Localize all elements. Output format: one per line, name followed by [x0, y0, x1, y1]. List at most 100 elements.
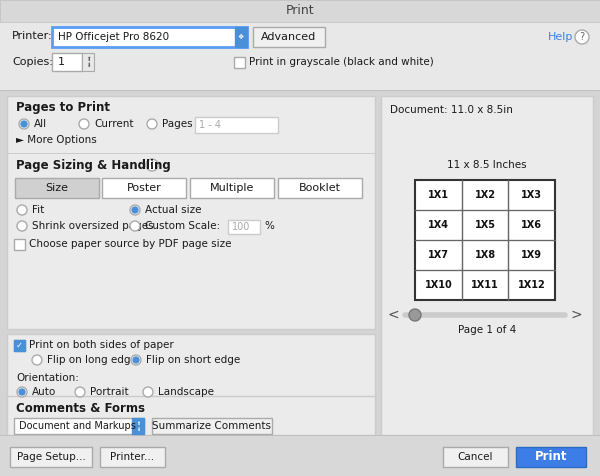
- Bar: [7, 396, 375, 435]
- Bar: [228, 220, 260, 234]
- Text: Print in grayscale (black and white): Print in grayscale (black and white): [249, 57, 434, 67]
- Text: Printer...: Printer...: [110, 452, 155, 462]
- Text: Print: Print: [535, 450, 567, 464]
- Text: 1X9: 1X9: [521, 250, 542, 260]
- Bar: [14, 340, 25, 351]
- Text: Page Setup...: Page Setup...: [17, 452, 85, 462]
- Text: Size: Size: [46, 183, 68, 193]
- Circle shape: [75, 387, 85, 397]
- Bar: [14, 418, 144, 434]
- Text: Shrink oversized pages: Shrink oversized pages: [32, 221, 154, 231]
- Text: ⬆
⬇: ⬆ ⬇: [86, 57, 91, 68]
- Circle shape: [133, 357, 139, 363]
- Bar: [415, 180, 555, 300]
- Text: Page 1 of 4: Page 1 of 4: [458, 325, 516, 335]
- Text: 1X1: 1X1: [428, 190, 449, 200]
- Bar: [278, 178, 362, 198]
- Bar: [7, 96, 375, 329]
- Text: Print on both sides of paper: Print on both sides of paper: [29, 340, 174, 350]
- Circle shape: [79, 119, 89, 129]
- Bar: [14, 239, 25, 250]
- Bar: [15, 178, 99, 198]
- Bar: [195, 117, 278, 133]
- Circle shape: [131, 355, 141, 365]
- Text: HP Officejet Pro 8620: HP Officejet Pro 8620: [58, 32, 169, 42]
- Bar: [100, 447, 165, 467]
- Text: <: <: [387, 308, 399, 322]
- Bar: [0, 90, 600, 91]
- Text: Flip on short edge: Flip on short edge: [146, 355, 240, 365]
- Text: 1X7: 1X7: [428, 250, 449, 260]
- Text: Cancel: Cancel: [458, 452, 493, 462]
- Circle shape: [130, 205, 140, 215]
- Text: ❖: ❖: [238, 34, 244, 40]
- Text: 1X4: 1X4: [428, 220, 449, 230]
- Text: Document: 11.0 x 8.5in: Document: 11.0 x 8.5in: [390, 105, 513, 115]
- Text: i: i: [151, 160, 153, 169]
- Bar: [102, 178, 186, 198]
- Bar: [234, 57, 245, 68]
- Bar: [253, 27, 325, 47]
- Text: 1X5: 1X5: [475, 220, 496, 230]
- Text: Custom Scale:: Custom Scale:: [145, 221, 220, 231]
- Text: 1X10: 1X10: [424, 280, 452, 290]
- Bar: [14, 340, 25, 351]
- Bar: [0, 435, 600, 436]
- Text: Booklet: Booklet: [299, 183, 341, 193]
- Bar: [52, 27, 247, 47]
- Circle shape: [19, 119, 29, 129]
- Text: 1X11: 1X11: [471, 280, 499, 290]
- Bar: [0, 22, 600, 90]
- Text: Copies:: Copies:: [12, 57, 53, 67]
- Circle shape: [19, 389, 25, 395]
- Text: Landscape: Landscape: [158, 387, 214, 397]
- Text: 1X2: 1X2: [475, 190, 496, 200]
- Text: Pages: Pages: [162, 119, 193, 129]
- Bar: [7, 334, 375, 435]
- Bar: [0, 0, 600, 22]
- Bar: [0, 435, 600, 476]
- Bar: [52, 53, 82, 71]
- Bar: [152, 418, 272, 434]
- Bar: [443, 447, 508, 467]
- Text: Flip on long edge: Flip on long edge: [47, 355, 137, 365]
- Text: 1X12: 1X12: [518, 280, 545, 290]
- Bar: [235, 27, 247, 47]
- Bar: [190, 178, 274, 198]
- Text: Help: Help: [548, 32, 574, 42]
- Bar: [10, 447, 92, 467]
- Text: 1 - 4: 1 - 4: [199, 120, 221, 130]
- Circle shape: [17, 221, 27, 231]
- Text: Orientation:: Orientation:: [16, 373, 79, 383]
- Bar: [516, 447, 586, 467]
- Text: Print: Print: [286, 4, 314, 18]
- Bar: [132, 418, 144, 434]
- Circle shape: [146, 159, 158, 171]
- Text: Fit: Fit: [32, 205, 44, 215]
- Text: 1X6: 1X6: [521, 220, 542, 230]
- Circle shape: [409, 309, 421, 321]
- Text: Actual size: Actual size: [145, 205, 202, 215]
- Text: Summarize Comments: Summarize Comments: [152, 421, 271, 431]
- Text: Advanced: Advanced: [262, 32, 317, 42]
- Text: 11 x 8.5 Inches: 11 x 8.5 Inches: [447, 160, 527, 170]
- Circle shape: [17, 205, 27, 215]
- Text: ► More Options: ► More Options: [16, 135, 97, 145]
- Bar: [381, 96, 593, 435]
- Text: Portrait: Portrait: [90, 387, 128, 397]
- Text: Auto: Auto: [32, 387, 56, 397]
- Text: Pages to Print: Pages to Print: [16, 101, 110, 115]
- Text: Poster: Poster: [127, 183, 161, 193]
- Bar: [0, 91, 600, 435]
- Circle shape: [132, 207, 138, 213]
- Text: Page Sizing & Handling: Page Sizing & Handling: [16, 159, 171, 171]
- Circle shape: [21, 121, 27, 127]
- Text: Multiple: Multiple: [210, 183, 254, 193]
- Text: All: All: [34, 119, 47, 129]
- Text: ?: ?: [580, 32, 584, 42]
- Circle shape: [130, 221, 140, 231]
- Bar: [82, 53, 94, 71]
- Text: Printer:: Printer:: [12, 31, 53, 41]
- Text: Current: Current: [94, 119, 133, 129]
- Circle shape: [143, 387, 153, 397]
